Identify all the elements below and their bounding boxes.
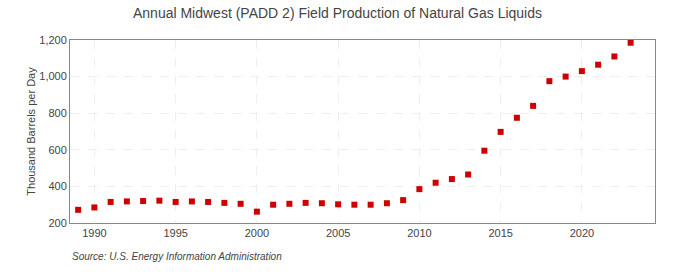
svg-text:2015: 2015 [488,227,512,239]
svg-text:1,200: 1,200 [39,34,67,46]
svg-text:Source: U.S. Energy Informatio: Source: U.S. Energy Information Administ… [72,251,282,262]
svg-text:400: 400 [48,180,66,192]
svg-text:800: 800 [48,107,66,119]
svg-text:2010: 2010 [407,227,431,239]
svg-text:1990: 1990 [82,227,106,239]
svg-text:2005: 2005 [326,227,350,239]
svg-text:2000: 2000 [245,227,269,239]
svg-text:600: 600 [48,144,66,156]
svg-text:Thousand Barrels per Day: Thousand Barrels per Day [25,67,37,196]
svg-text:1,000: 1,000 [39,70,67,82]
svg-text:200: 200 [48,217,66,229]
svg-text:1995: 1995 [163,227,187,239]
svg-text:2020: 2020 [570,227,594,239]
svg-text:Annual Midwest (PADD 2) Field: Annual Midwest (PADD 2) Field Production… [133,5,542,21]
